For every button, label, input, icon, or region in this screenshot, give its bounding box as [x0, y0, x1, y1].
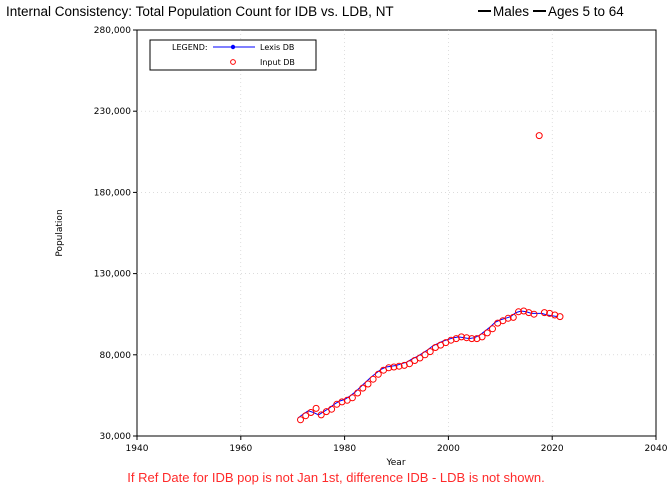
- data-point-input-db: [421, 351, 429, 359]
- x-tick-label: 1940: [126, 444, 149, 454]
- data-point-input-db: [416, 354, 424, 362]
- series-layer: [297, 132, 564, 424]
- data-point-input-db: [395, 362, 403, 370]
- x-axis-title: Year: [385, 458, 405, 468]
- data-point-input-db: [489, 325, 496, 333]
- x-tick-label: 2000: [437, 444, 460, 454]
- x-tick-label: 1960: [229, 444, 252, 454]
- legend-lexis-dot-swatch: [230, 44, 236, 50]
- y-axis: 30,000 80,000 130,000 180,000 230,000 280,000: [94, 26, 137, 442]
- data-point-input-db: [374, 370, 382, 378]
- x-tick-label: 2020: [541, 444, 564, 454]
- y-tick-label: 130,000: [94, 270, 131, 280]
- data-point-input-db: [307, 409, 315, 416]
- title-series-label: Males: [493, 4, 529, 19]
- data-point-input-db: [302, 412, 310, 420]
- data-point-input-db: [504, 314, 512, 322]
- data-point-input-db: [390, 363, 398, 371]
- legend-heading: LEGEND:: [172, 43, 208, 52]
- data-point-input-db: [369, 375, 377, 383]
- data-point-input-db: [297, 416, 304, 424]
- data-point-input-db: [406, 360, 413, 368]
- data-point-input-db: [312, 404, 320, 412]
- data-point-input-db: [359, 384, 367, 392]
- legend: LEGEND: Lexis DB Input DB: [149, 39, 317, 71]
- x-tick-label: 2040: [645, 444, 668, 454]
- title-series-labels: Males Ages 5 to 64: [478, 4, 624, 19]
- legend-input-marker-swatch: [230, 59, 236, 65]
- title-series-label: Ages 5 to 64: [548, 4, 624, 19]
- y-tick-label: 280,000: [94, 26, 131, 36]
- data-point-input-db: [556, 313, 564, 321]
- y-tick-label: 180,000: [94, 188, 131, 198]
- data-point-input-db: [328, 405, 336, 413]
- chart-title: Internal Consistency: Total Population C…: [6, 4, 394, 19]
- data-point-input-db: [385, 364, 393, 372]
- y-tick-label: 230,000: [94, 107, 131, 117]
- data-point-input-db: [348, 394, 356, 402]
- data-point-input-db: [457, 333, 465, 341]
- data-point-input-db: [478, 333, 486, 341]
- data-point-input-db: [515, 308, 522, 316]
- data-point-input-db: [540, 309, 548, 317]
- data-point-input-db: [530, 310, 538, 318]
- grid-lines: [137, 30, 656, 436]
- data-point-input-db: [483, 329, 491, 337]
- y-tick-label: 80,000: [100, 351, 132, 361]
- legend-entry-lexis: Lexis DB: [260, 43, 294, 52]
- data-point-input-db: [354, 389, 362, 397]
- data-point-input-db: [426, 348, 434, 356]
- data-point-input-db: [364, 380, 372, 388]
- data-point-input-db: [463, 334, 471, 342]
- data-point-input-db: [468, 335, 476, 343]
- x-tick-label: 1980: [333, 444, 356, 454]
- legend-entry-input: Input DB: [260, 58, 295, 67]
- y-tick-label: 30,000: [100, 432, 132, 442]
- footnote: If Ref Date for IDB pop is not Jan 1st, …: [127, 470, 544, 485]
- plot-frame: [136, 29, 657, 437]
- data-point-input-db: [509, 313, 517, 321]
- series-line-lexis-db: [297, 310, 558, 419]
- y-axis-title: Population: [55, 209, 65, 256]
- data-point-input-db: [317, 411, 325, 419]
- data-point-input-db: [535, 132, 543, 140]
- x-axis: 1940 1960 1980 2000 2020 2040: [126, 436, 668, 454]
